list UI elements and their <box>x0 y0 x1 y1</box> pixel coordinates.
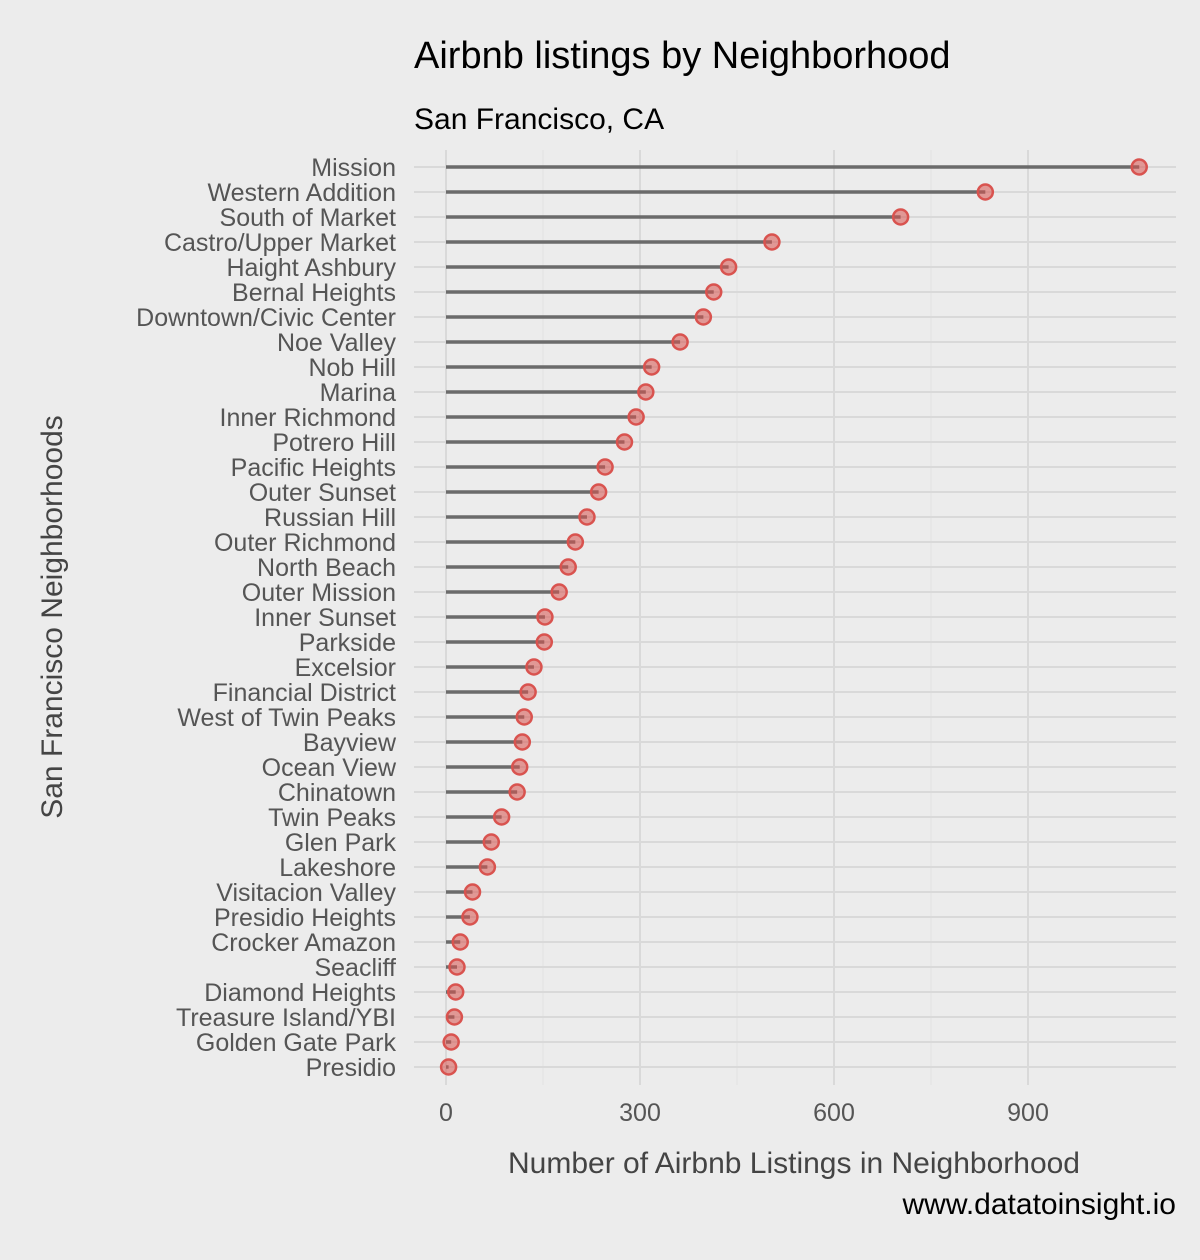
lollipop-point <box>515 708 533 726</box>
lollipop-point <box>478 858 497 876</box>
lollipop-point <box>637 383 655 401</box>
category-label: Treasure Island/YBI <box>176 1004 396 1032</box>
lollipop-point <box>492 808 511 826</box>
stems <box>446 165 1140 1069</box>
lollipop-point <box>694 308 713 326</box>
lollipop-point <box>461 908 479 926</box>
y-axis-title: San Francisco Neighborhoods <box>36 415 69 819</box>
category-label: Presidio Heights <box>214 904 396 932</box>
category-label: Financial District <box>213 679 396 707</box>
lollipop-point <box>719 258 738 276</box>
lollipop-point <box>536 608 554 626</box>
category-label: Ocean View <box>262 754 397 782</box>
lollipop-point <box>446 983 465 1001</box>
x-axis-title: Number of Airbnb Listings in Neighborhoo… <box>508 1147 1080 1180</box>
lollipop-point <box>510 758 529 776</box>
lollipop-point <box>596 458 614 476</box>
category-label: Diamond Heights <box>204 979 396 1007</box>
category-label: Downtown/Civic Center <box>136 304 396 332</box>
category-label: Chinatown <box>278 779 396 807</box>
lollipop-point <box>704 283 723 301</box>
lollipop-point <box>891 208 910 226</box>
category-label: Inner Sunset <box>254 604 396 632</box>
x-tick-label: 600 <box>813 1099 855 1127</box>
category-label: Bayview <box>303 729 397 757</box>
lollipop-point <box>525 658 543 676</box>
lollipop-point <box>550 583 568 601</box>
x-tick-labels: 0 300 600 900 <box>439 1099 1049 1127</box>
lollipop-point <box>1130 158 1148 176</box>
x-tick-label: 900 <box>1007 1099 1049 1127</box>
category-label: Twin Peaks <box>268 804 396 832</box>
lollipop-point <box>535 633 554 651</box>
lollipop-point <box>508 783 526 801</box>
category-label: Presidio <box>306 1054 396 1082</box>
category-label: Visitacion Valley <box>216 879 396 907</box>
x-tick-label: 0 <box>439 1099 453 1127</box>
lollipop-point <box>451 933 469 951</box>
category-label: Glen Park <box>285 829 397 857</box>
category-label: Outer Sunset <box>249 479 396 507</box>
lollipop-point <box>615 433 634 451</box>
lollipop-point <box>627 408 645 426</box>
chart-caption: www.datatoinsight.io <box>902 1188 1177 1221</box>
category-label: Mission <box>311 154 396 182</box>
category-label: Lakeshore <box>279 854 396 882</box>
lollipop-point <box>439 1058 458 1076</box>
category-label: Parkside <box>299 629 396 657</box>
lollipop-point <box>463 883 482 901</box>
category-label: Noe Valley <box>277 329 397 357</box>
lollipop-point <box>642 358 661 376</box>
lollipop-point <box>671 333 689 351</box>
lollipop-point <box>482 833 501 851</box>
category-label: Potrero Hill <box>272 429 396 457</box>
chart-subtitle: San Francisco, CA <box>414 103 664 136</box>
category-label: Marina <box>320 379 397 407</box>
category-label: Nob Hill <box>308 354 396 382</box>
category-label: Haight Ashbury <box>226 254 396 282</box>
lollipop-point <box>442 1033 460 1051</box>
category-label: Golden Gate Park <box>196 1029 397 1057</box>
category-label: Russian Hill <box>264 504 396 532</box>
category-label: West of Twin Peaks <box>177 704 396 732</box>
category-label: Castro/Upper Market <box>164 229 396 257</box>
category-label: Crocker Amazon <box>211 929 396 957</box>
category-label: Excelsior <box>295 654 396 682</box>
lollipop-point <box>566 533 585 551</box>
lollipop-point <box>513 733 532 751</box>
category-label: Outer Richmond <box>214 529 396 557</box>
category-label: Seacliff <box>314 954 396 982</box>
category-label: Inner Richmond <box>220 404 396 432</box>
category-label: Bernal Heights <box>232 279 396 307</box>
points <box>439 158 1148 1076</box>
lollipop-point <box>448 958 466 976</box>
category-label: South of Market <box>220 204 397 232</box>
category-label: Western Addition <box>207 179 396 207</box>
lollipop-point <box>589 483 608 501</box>
lollipop-point <box>763 233 781 251</box>
x-tick-label: 300 <box>619 1099 661 1127</box>
category-label: Outer Mission <box>242 579 396 607</box>
category-label: North Beach <box>257 554 396 582</box>
chart-title: Airbnb listings by Neighborhood <box>414 35 951 77</box>
lollipop-point <box>519 683 537 701</box>
lollipop-point <box>976 183 995 201</box>
lollipop-point <box>578 508 596 526</box>
lollipop-point <box>445 1008 464 1026</box>
category-label: Pacific Heights <box>231 454 396 482</box>
lollipop-point <box>559 558 577 576</box>
